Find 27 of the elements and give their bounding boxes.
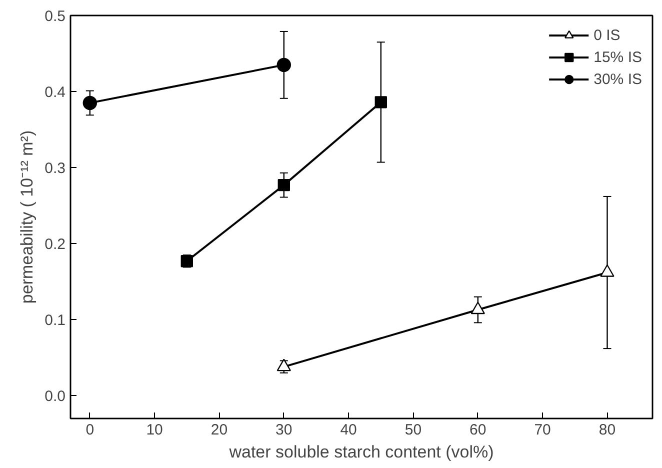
x-tick-label: 50 [404,422,422,438]
y-tick-label: 0.0 [44,388,66,406]
x-tick-label: 70 [534,422,551,438]
x-tick-label: 20 [210,422,228,438]
y-axis-title: permeability ( 10⁻¹² m²) [18,130,37,304]
point [470,302,485,314]
point [82,96,97,110]
legend-label: 15% IS [594,48,642,66]
point [374,96,387,108]
y-tick-label: 0.5 [44,8,66,25]
x-tick-label: 30 [276,422,292,438]
x-tick-label: 60 [470,422,486,438]
y-tick-label: 0.2 [44,236,66,254]
point [278,178,290,192]
y-tick-label: 0.3 [44,160,66,178]
legend-label: 0 IS [594,26,620,44]
x-tick-label: 10 [146,422,163,438]
y-tick-label: 0.1 [44,312,66,330]
x-tick-label: 40 [340,422,357,438]
legend-label: 30% IS [594,70,642,88]
x-tick-label: 80 [598,422,616,438]
x-tick-label: 0 [86,422,94,438]
y-tick-label: 0.4 [44,84,66,102]
point [276,358,291,372]
point [276,58,291,72]
x-axis-title: water soluble starch content (vol%) [228,442,494,462]
point [600,264,614,277]
